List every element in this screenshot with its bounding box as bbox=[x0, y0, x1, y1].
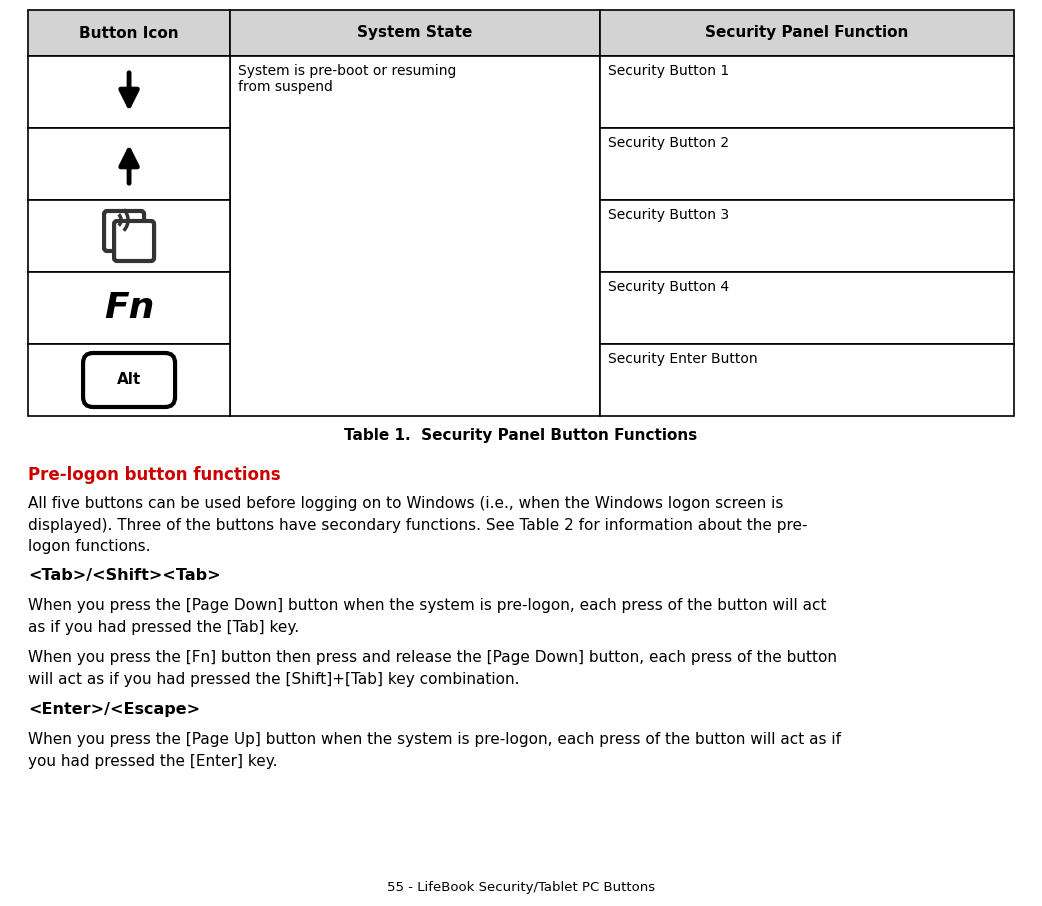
Text: When you press the [Page Down] button when the system is pre-logon, each press o: When you press the [Page Down] button wh… bbox=[28, 598, 826, 634]
Bar bbox=[28, 128, 230, 200]
Text: Alt: Alt bbox=[117, 372, 141, 388]
Text: When you press the [Page Up] button when the system is pre-logon, each press of : When you press the [Page Up] button when… bbox=[28, 732, 841, 768]
Text: System State: System State bbox=[357, 25, 473, 41]
Text: All five buttons can be used before logging on to Windows (i.e., when the Window: All five buttons can be used before logg… bbox=[28, 496, 808, 554]
Bar bbox=[230, 56, 600, 416]
Text: Security Panel Function: Security Panel Function bbox=[705, 25, 909, 41]
FancyBboxPatch shape bbox=[83, 353, 175, 407]
Bar bbox=[28, 200, 230, 272]
Text: Security Enter Button: Security Enter Button bbox=[607, 352, 758, 366]
Text: When you press the [Fn] button then press and release the [Page Down] button, ea: When you press the [Fn] button then pres… bbox=[28, 650, 837, 687]
Text: <Tab>/<Shift><Tab>: <Tab>/<Shift><Tab> bbox=[28, 568, 221, 583]
Text: Security Button 1: Security Button 1 bbox=[607, 64, 729, 78]
Text: Button Icon: Button Icon bbox=[79, 25, 179, 41]
Text: Pre-logon button functions: Pre-logon button functions bbox=[28, 466, 280, 484]
Text: System is pre-boot or resuming
from suspend: System is pre-boot or resuming from susp… bbox=[239, 64, 456, 94]
FancyBboxPatch shape bbox=[114, 221, 154, 261]
Bar bbox=[600, 10, 1014, 56]
Bar bbox=[600, 272, 1014, 344]
Bar bbox=[600, 344, 1014, 416]
Text: Security Button 2: Security Button 2 bbox=[607, 136, 729, 150]
Text: Table 1.  Security Panel Button Functions: Table 1. Security Panel Button Functions bbox=[344, 428, 698, 443]
Bar bbox=[600, 128, 1014, 200]
Text: 55 - LifeBook Security/Tablet PC Buttons: 55 - LifeBook Security/Tablet PC Buttons bbox=[387, 881, 655, 894]
Bar bbox=[28, 272, 230, 344]
Bar bbox=[600, 56, 1014, 128]
Bar bbox=[28, 56, 230, 128]
Text: Fn: Fn bbox=[104, 291, 154, 325]
Bar bbox=[28, 344, 230, 416]
Bar bbox=[28, 10, 230, 56]
Bar bbox=[230, 10, 600, 56]
Text: <Enter>/<Escape>: <Enter>/<Escape> bbox=[28, 702, 200, 717]
Text: Security Button 4: Security Button 4 bbox=[607, 280, 729, 294]
Bar bbox=[600, 200, 1014, 272]
Text: Security Button 3: Security Button 3 bbox=[607, 208, 729, 222]
FancyBboxPatch shape bbox=[104, 211, 144, 251]
